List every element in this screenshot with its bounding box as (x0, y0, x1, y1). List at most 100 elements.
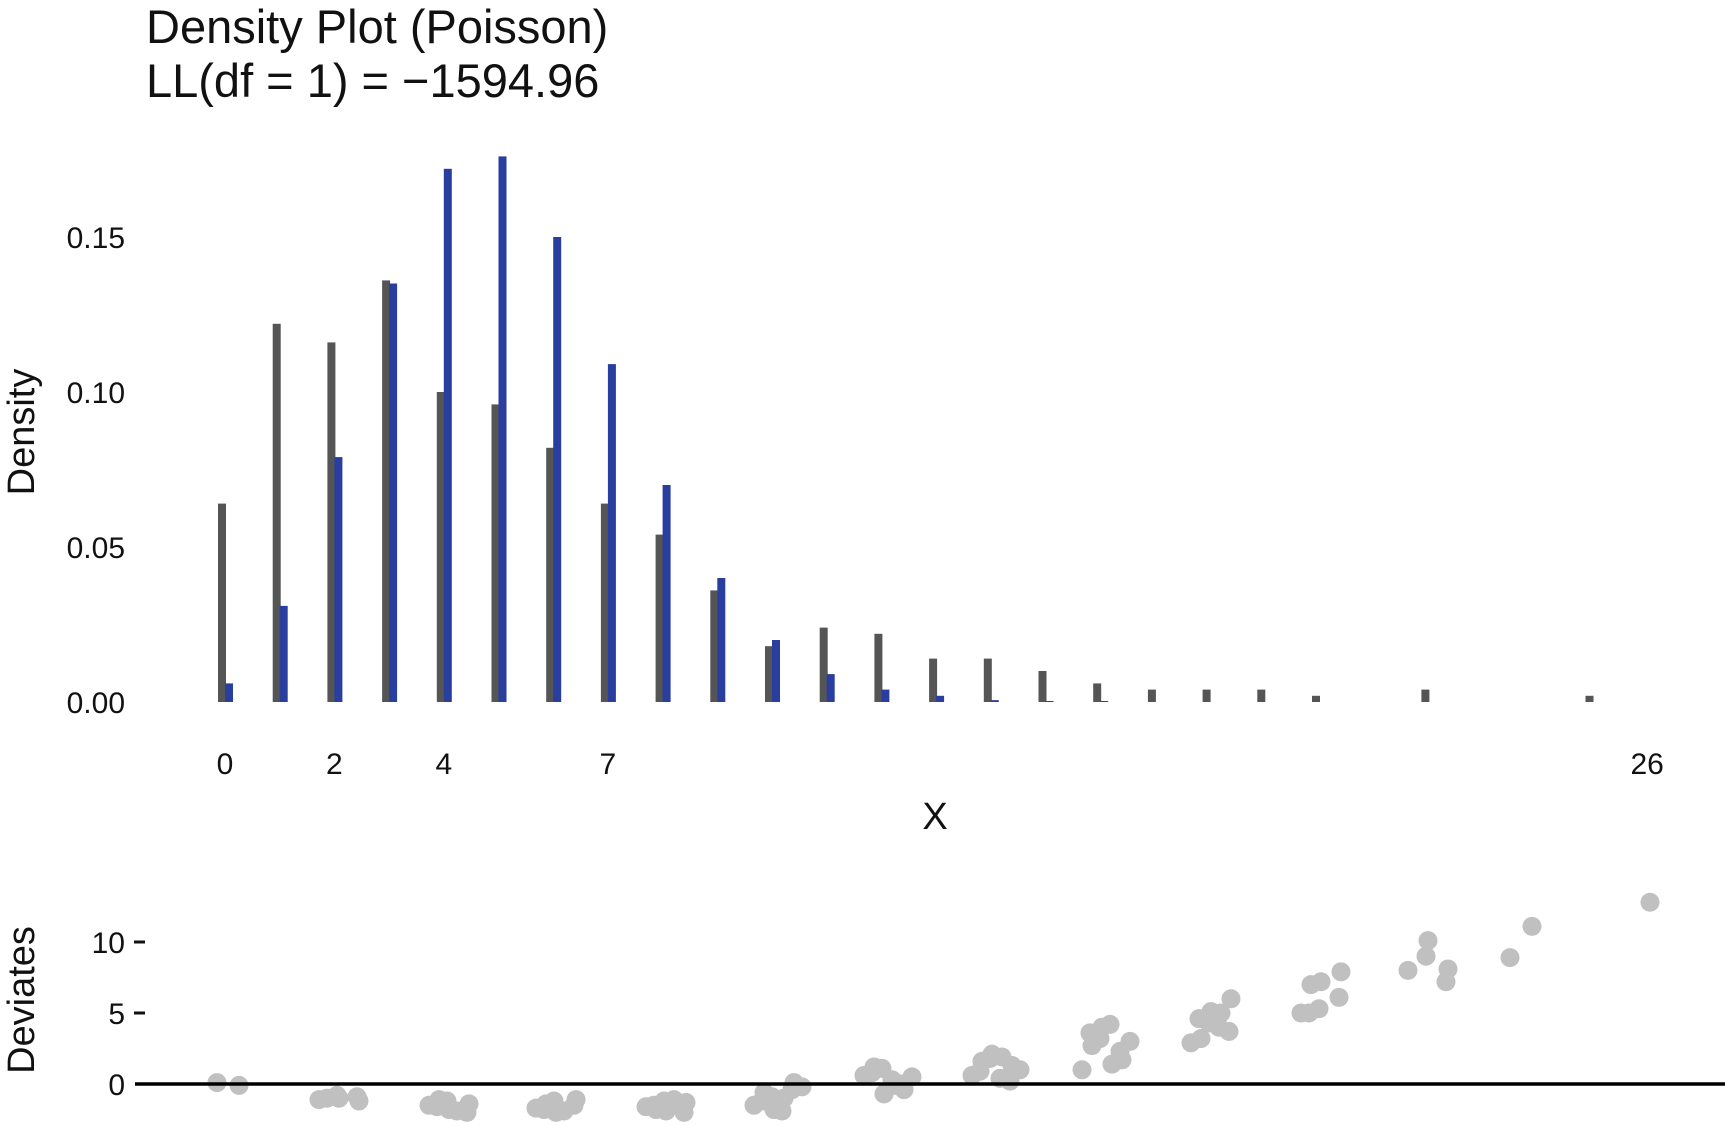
density-x-axis-label: X (922, 796, 947, 838)
fitted-bar-x7 (607, 364, 616, 702)
observed-bar-x1 (272, 323, 281, 702)
fitted-bar-x8 (662, 485, 671, 702)
deviate-point (972, 1051, 992, 1071)
deviate-point (1209, 1017, 1229, 1037)
observed-bar-x18 (1202, 689, 1211, 702)
fitted-bar-x12 (881, 689, 890, 702)
density-y-tick-label: 0.00 (67, 687, 125, 720)
density-x-tick-label: 2 (326, 748, 343, 781)
observed-bar-x7 (600, 503, 609, 702)
density-y-tick-label: 0.15 (67, 222, 125, 255)
deviate-point (792, 1077, 812, 1097)
deviate-point (1102, 1054, 1122, 1074)
deviate-point (429, 1090, 449, 1110)
deviate-point (1416, 946, 1436, 966)
deviate-point (317, 1088, 337, 1108)
observed-bar-x16 (1093, 683, 1102, 702)
fitted-bar-x9 (717, 578, 726, 702)
deviate-point (754, 1083, 774, 1103)
deviate-point (864, 1057, 884, 1077)
deviate-point (664, 1090, 684, 1110)
fitted-bar-x13 (936, 695, 945, 702)
deviate-point (992, 1047, 1012, 1067)
observed-bar-x19 (1257, 689, 1266, 702)
fitted-bar-x2 (334, 457, 343, 702)
fitted-bar-x14 (990, 700, 999, 702)
observed-bar-x22 (1421, 689, 1430, 702)
observed-bar-x6 (546, 447, 555, 702)
deviate-point (1072, 1060, 1092, 1080)
density-bars (218, 156, 1594, 703)
deviate-point (1211, 1003, 1231, 1023)
fitted-bar-x5 (498, 156, 507, 702)
density-y-axis-label: Density (1, 369, 43, 496)
deviates-y-ticks: 0 5 10 (92, 927, 145, 1102)
deviate-point (1082, 1036, 1102, 1056)
observed-bar-x12 (874, 633, 883, 702)
fitted-bar-x3 (389, 283, 398, 702)
deviate-point (1522, 916, 1542, 936)
fitted-bar-x1 (279, 605, 288, 702)
observed-bar-x20 (1312, 695, 1320, 702)
deviate-point (1301, 975, 1321, 995)
deviate-point (1120, 1031, 1140, 1051)
deviates-y-tick-label: 5 (108, 998, 125, 1031)
density-x-tick-label: 7 (600, 748, 617, 781)
deviate-point (1418, 931, 1438, 951)
deviate-point (1398, 960, 1418, 980)
deviate-point (447, 1101, 467, 1121)
observed-bar-x4 (436, 392, 445, 702)
observed-bar-x5 (491, 404, 500, 702)
observed-bar-x8 (655, 534, 664, 702)
fitted-bar-x10 (772, 640, 780, 702)
density-y-ticks: 0.00 0.05 0.10 0.15 (67, 222, 125, 720)
deviate-point (1100, 1014, 1120, 1034)
density-x-tick-label: 4 (435, 748, 452, 781)
deviate-point (1500, 948, 1520, 968)
fitted-bar-x0 (225, 683, 233, 702)
deviate-point (1299, 1003, 1319, 1023)
deviate-point (1438, 959, 1458, 979)
deviates-y-tick-label: 0 (108, 1069, 125, 1102)
fitted-bar-x4 (443, 168, 452, 703)
deviate-point (1010, 1060, 1030, 1080)
density-y-tick-label: 0.10 (67, 377, 125, 410)
deviate-point (774, 1088, 794, 1108)
deviates-plot-panel: 0 5 10 Deviates (1, 892, 1725, 1122)
deviate-point (349, 1091, 369, 1111)
observed-bar-x14 (983, 658, 992, 702)
observed-bar-x11 (819, 627, 828, 702)
observed-bar-x17 (1147, 689, 1156, 702)
deviate-point (902, 1067, 922, 1087)
observed-bar-x15 (1038, 671, 1047, 702)
chart-title-block: Density Plot (Poisson) LL(df = 1) = −159… (146, 0, 608, 108)
deviate-point (646, 1100, 666, 1120)
deviate-point (1329, 987, 1349, 1007)
deviate-point (554, 1101, 574, 1121)
chart-title: Density Plot (Poisson) (146, 0, 609, 53)
density-plot-panel: 0.00 0.05 0.10 0.15 0 2 4 7 26 Density X (1, 156, 1664, 838)
deviate-point (1640, 892, 1660, 912)
observed-bar-x9 (710, 590, 719, 702)
density-x-tick-label: 0 (217, 748, 234, 781)
deviates-y-tick-label: 10 (92, 927, 125, 960)
deviate-point (1331, 962, 1351, 982)
density-x-tick-label: 26 (1631, 748, 1664, 781)
observed-bar-x0 (218, 503, 226, 702)
deviate-point (536, 1094, 556, 1114)
deviate-point (566, 1090, 586, 1110)
observed-bar-x13 (929, 658, 938, 702)
density-x-ticks: 0 2 4 7 26 (217, 748, 1664, 781)
deviates-y-axis-label: Deviates (1, 926, 43, 1074)
deviate-point (1221, 989, 1241, 1009)
deviate-point (1191, 1029, 1211, 1049)
fitted-bar-x11 (826, 674, 835, 702)
observed-bar-x2 (327, 342, 336, 702)
deviate-point (1189, 1009, 1209, 1029)
observed-bar-x3 (382, 280, 391, 702)
observed-bar-x25 (1585, 695, 1594, 702)
fitted-bar-x6 (553, 237, 562, 702)
density-y-tick-label: 0.05 (67, 532, 125, 565)
chart-subtitle: LL(df = 1) = −1594.96 (146, 54, 600, 107)
